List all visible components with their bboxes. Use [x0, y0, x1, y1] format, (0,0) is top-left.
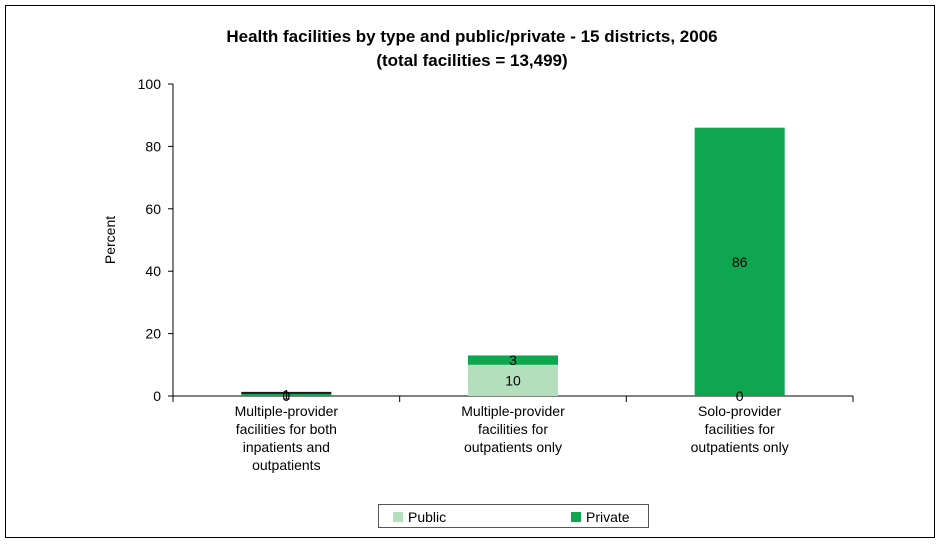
x-category-label: Multiple-provider — [461, 403, 565, 419]
x-category-label: outpatients only — [464, 439, 562, 455]
x-category-label: facilities for — [705, 421, 775, 437]
legend-label-private: Private — [586, 509, 630, 525]
x-category-label: outpatients only — [691, 439, 789, 455]
y-tick-label: 0 — [153, 388, 161, 404]
bar-private — [694, 127, 785, 397]
legend-swatch-private — [571, 512, 581, 522]
y-tick-label: 80 — [145, 138, 161, 154]
data-label: 3 — [509, 352, 517, 368]
x-category-label: facilities for — [478, 421, 548, 437]
data-label: 86 — [732, 254, 748, 270]
x-category-label: Multiple-provider — [235, 403, 339, 419]
chart-title: Health facilities by type and public/pri… — [226, 27, 718, 46]
legend-swatch-public — [393, 512, 403, 522]
legend-item-private: Private — [571, 509, 630, 525]
x-category-label: Solo-provider — [698, 403, 782, 419]
chart-frame — [5, 5, 935, 538]
legend-label-public: Public — [408, 509, 447, 525]
y-tick-label: 100 — [138, 76, 162, 92]
x-category-label: inpatients and — [243, 439, 330, 455]
y-tick-label: 40 — [145, 263, 161, 279]
chart-subtitle: (total facilities = 13,499) — [376, 51, 568, 70]
x-category-label: outpatients — [252, 457, 321, 473]
bar-private — [468, 355, 558, 365]
y-tick-label: 60 — [145, 201, 161, 217]
x-category-label: facilities for both — [236, 421, 337, 437]
data-label: 1 — [282, 386, 290, 402]
bar-public — [468, 364, 558, 396]
data-label: 0 — [282, 388, 290, 404]
chart-legend: Public Private — [378, 504, 649, 528]
y-axis-label: Percent — [102, 216, 118, 264]
data-label: 0 — [736, 388, 744, 404]
y-tick-label: 20 — [145, 326, 161, 342]
legend-item-public: Public — [393, 509, 446, 525]
bar-private — [241, 392, 332, 396]
data-label: 10 — [505, 372, 521, 388]
